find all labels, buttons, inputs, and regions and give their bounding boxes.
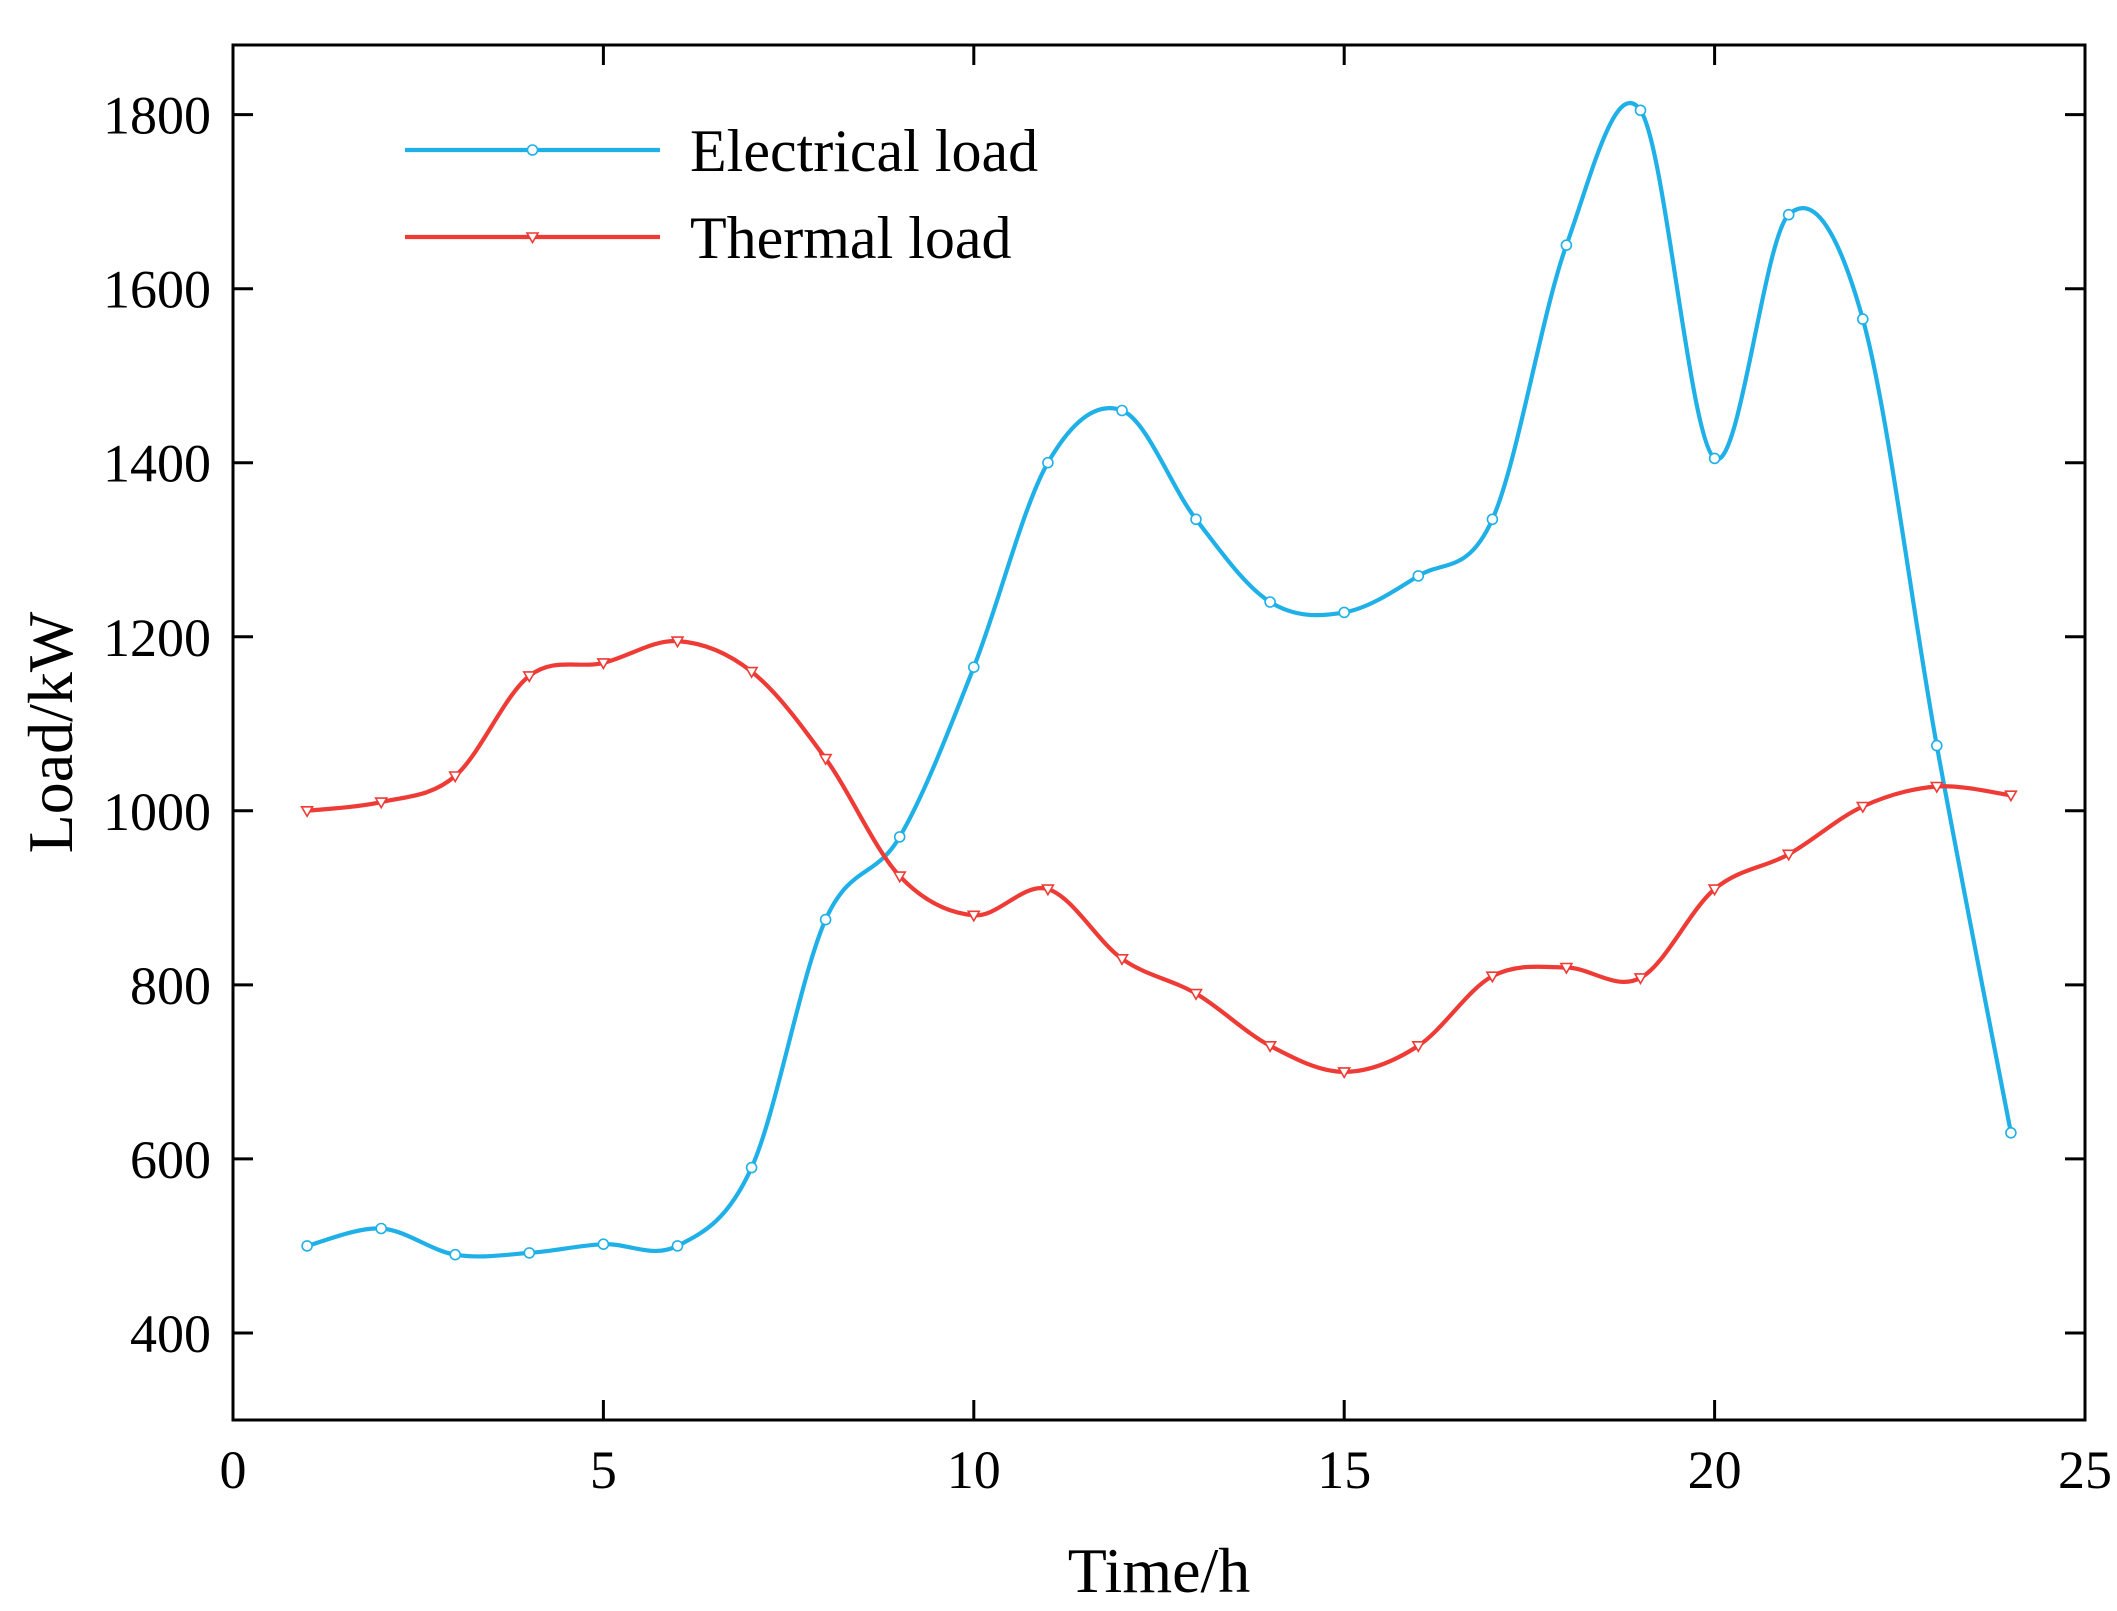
series-marker-0 xyxy=(1116,404,1128,417)
series-marker-1 xyxy=(1929,781,1944,794)
series-marker-1 xyxy=(596,658,611,670)
series-marker-1 xyxy=(818,753,833,766)
x-axis-tick-label: 0 xyxy=(220,1440,247,1500)
legend-marker-0 xyxy=(526,144,539,156)
series-marker-1 xyxy=(1559,962,1574,975)
y-axis-tick-label: 1600 xyxy=(103,260,211,320)
series-marker-1 xyxy=(1485,971,1500,984)
x-axis-title: Time/h xyxy=(1068,1535,1251,1606)
series-marker-0 xyxy=(1560,239,1573,251)
series-marker-0 xyxy=(1931,739,1943,752)
series-marker-1 xyxy=(1041,884,1055,897)
series-marker-1 xyxy=(1115,954,1129,966)
x-axis-tick-label: 25 xyxy=(2058,1440,2112,1500)
series-marker-0 xyxy=(301,1240,313,1252)
series-marker-0 xyxy=(893,831,906,843)
series-marker-1 xyxy=(1189,988,1203,1001)
series-marker-0 xyxy=(597,1238,610,1250)
series-marker-1 xyxy=(1337,1067,1352,1079)
series-marker-1 xyxy=(522,671,537,683)
legend-label-0: Electrical load xyxy=(690,118,1038,184)
series-marker-1 xyxy=(1263,1041,1277,1053)
series-marker-0 xyxy=(523,1247,536,1259)
series-marker-1 xyxy=(300,806,314,818)
y-axis-tick-label: 400 xyxy=(130,1304,211,1364)
series-marker-1 xyxy=(744,666,759,679)
series-marker-0 xyxy=(1782,208,1795,221)
y-axis-tick-label: 1200 xyxy=(103,608,211,668)
series-marker-0 xyxy=(819,913,832,926)
series-marker-1 xyxy=(670,636,685,649)
x-axis-tick-label: 5 xyxy=(590,1440,617,1500)
series-marker-0 xyxy=(1338,606,1350,619)
legend-marker-1 xyxy=(525,232,540,245)
y-axis-tick-label: 1800 xyxy=(103,86,211,146)
series-marker-1 xyxy=(374,797,389,810)
series-line-1 xyxy=(305,638,2013,1074)
series-marker-0 xyxy=(1412,570,1425,582)
y-axis-title: Load/kW xyxy=(15,611,86,853)
series-line-0 xyxy=(305,100,2013,1259)
series-marker-1 xyxy=(448,771,463,784)
series-marker-1 xyxy=(1411,1041,1426,1053)
series-marker-0 xyxy=(1708,452,1721,465)
series-marker-0 xyxy=(1634,104,1647,117)
series-marker-0 xyxy=(1042,456,1054,469)
series-marker-1 xyxy=(1633,973,1648,985)
legend-label-1: Thermal load xyxy=(690,205,1012,271)
series-marker-0 xyxy=(2005,1127,2017,1139)
series-marker-1 xyxy=(1781,849,1796,862)
x-axis-tick-label: 20 xyxy=(1688,1440,1742,1500)
series-marker-0 xyxy=(1857,313,1869,325)
series-marker-0 xyxy=(1264,596,1276,608)
x-axis-tick-label: 15 xyxy=(1317,1440,1371,1500)
y-axis-tick-label: 1000 xyxy=(103,782,211,842)
y-axis-tick-label: 1400 xyxy=(103,434,211,494)
series-marker-1 xyxy=(966,910,981,923)
series-marker-0 xyxy=(1190,513,1202,526)
y-axis-tick-label: 800 xyxy=(130,956,211,1016)
series-marker-1 xyxy=(892,871,907,884)
series-marker-0 xyxy=(671,1240,684,1252)
y-axis-tick-label: 600 xyxy=(130,1130,211,1190)
series-marker-1 xyxy=(1855,801,1870,814)
series-marker-0 xyxy=(449,1248,462,1261)
series-marker-0 xyxy=(1486,513,1499,526)
series-marker-0 xyxy=(745,1161,758,1174)
series-marker-0 xyxy=(967,661,980,674)
series-marker-1 xyxy=(2004,790,2018,803)
plot-border xyxy=(231,43,2087,1422)
series-marker-0 xyxy=(375,1222,388,1235)
series-marker-1 xyxy=(1707,884,1722,897)
x-axis-tick-label: 10 xyxy=(947,1440,1001,1500)
